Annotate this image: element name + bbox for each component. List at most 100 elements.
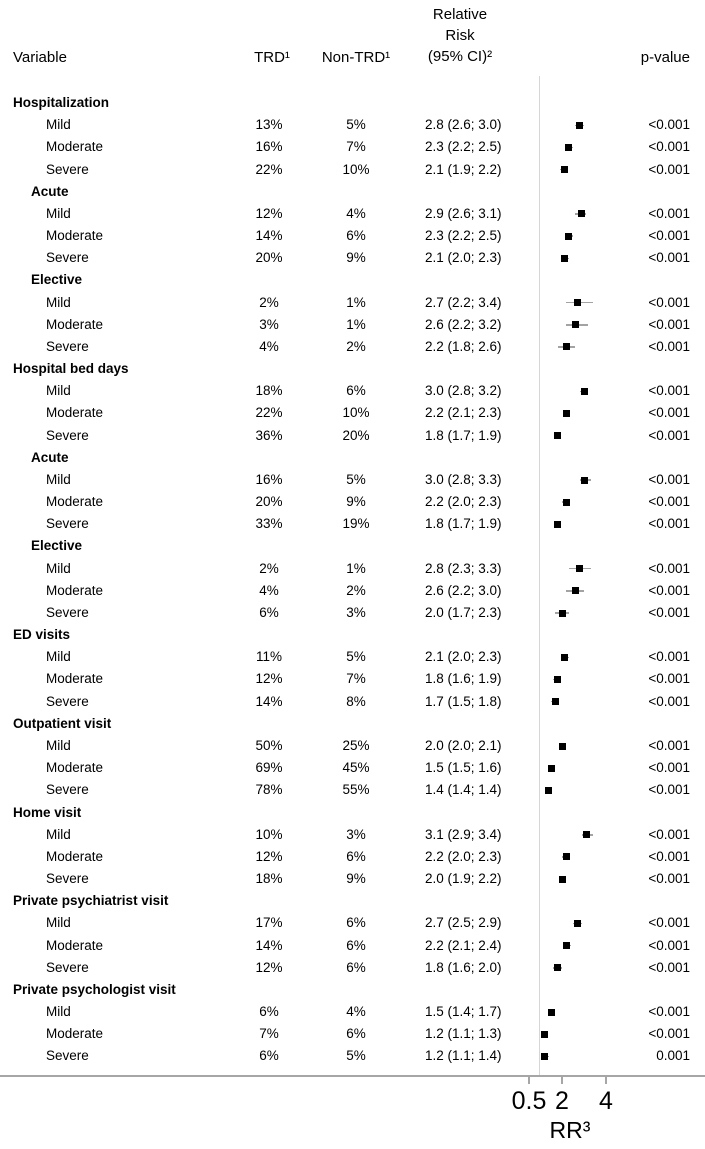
trd-percentage: 50% <box>255 737 283 753</box>
table-row: Mild 10% 3% 3.1 (2.9; 3.4) <0.001 <box>0 824 705 846</box>
row-label: Moderate <box>46 848 104 864</box>
non-trd-percentage: 45% <box>342 760 370 776</box>
row-label: Mild <box>46 471 71 487</box>
table-row: Severe 14% 8% 1.7 (1.5; 1.8) <0.001 <box>0 691 705 713</box>
x-axis-tick-label: 2 <box>555 1087 569 1115</box>
rr-ci-text: 2.1 (2.0; 2.3) <box>425 649 502 665</box>
group-row: Private psychiatrist visit <box>0 890 705 912</box>
p-value: 0.001 <box>656 1048 690 1064</box>
group-row: Home visit <box>0 802 705 824</box>
row-label: Mild <box>46 826 71 842</box>
table-row: Moderate 7% 6% 1.2 (1.1; 1.3) <0.001 <box>0 1023 705 1045</box>
row-label: Mild <box>46 915 71 931</box>
rr-ci-text: 1.4 (1.4; 1.4) <box>425 782 502 798</box>
non-trd-percentage: 9% <box>346 871 366 887</box>
forest-marker <box>573 299 581 307</box>
group-label: Elective <box>31 538 83 554</box>
column-header-relative-risk: Relative Risk (95% CI)² <box>396 4 524 67</box>
row-label: Severe <box>46 338 89 354</box>
rr-ci-text: 2.7 (2.5; 2.9) <box>425 915 502 931</box>
p-value: <0.001 <box>648 117 690 133</box>
non-trd-percentage: 2% <box>346 338 366 354</box>
table-row: Severe 12% 6% 1.8 (1.6; 2.0) <0.001 <box>0 957 705 979</box>
rr-ci-text: 2.3 (2.2; 2.5) <box>425 228 502 244</box>
non-trd-percentage: 19% <box>342 516 370 532</box>
group-label: Elective <box>31 272 83 288</box>
rr-ci-text: 3.1 (2.9; 3.4) <box>425 826 502 842</box>
group-label: Acute <box>31 449 69 465</box>
table-row: Severe 22% 10% 2.1 (1.9; 2.2) <0.001 <box>0 159 705 181</box>
row-label: Severe <box>46 427 89 443</box>
p-value: <0.001 <box>648 1004 690 1020</box>
row-label: Mild <box>46 383 71 399</box>
table-row: Moderate 12% 7% 1.8 (1.6; 1.9) <0.001 <box>0 668 705 690</box>
trd-percentage: 3% <box>259 316 279 332</box>
p-value: <0.001 <box>648 560 690 576</box>
rr-ci-text: 1.2 (1.1; 1.4) <box>425 1048 502 1064</box>
rr-ci-text: 2.1 (1.9; 2.2) <box>425 161 502 177</box>
trd-percentage: 12% <box>255 959 283 975</box>
p-value: <0.001 <box>648 737 690 753</box>
forest-marker <box>560 653 568 661</box>
row-label: Moderate <box>46 139 104 155</box>
forest-marker <box>560 166 568 174</box>
p-value: <0.001 <box>648 228 690 244</box>
p-value: <0.001 <box>648 582 690 598</box>
row-label: Mild <box>46 1004 71 1020</box>
non-trd-percentage: 1% <box>346 316 366 332</box>
row-label: Mild <box>46 294 71 310</box>
row-label: Moderate <box>46 582 104 598</box>
forest-marker <box>562 942 570 950</box>
non-trd-percentage: 3% <box>346 826 366 842</box>
group-row: Elective <box>0 535 705 557</box>
non-trd-percentage: 6% <box>346 848 366 864</box>
table-row: Moderate 16% 7% 2.3 (2.2; 2.5) <0.001 <box>0 136 705 158</box>
rr-ci-text: 1.8 (1.7; 1.9) <box>425 427 502 443</box>
rr-ci-text: 2.2 (2.0; 2.3) <box>425 848 502 864</box>
table-row: Severe 6% 3% 2.0 (1.7; 2.3) <0.001 <box>0 602 705 624</box>
row-label: Severe <box>46 693 89 709</box>
group-label: Hospitalization <box>13 95 110 110</box>
forest-marker <box>562 343 570 351</box>
row-label: Mild <box>46 560 71 576</box>
forest-marker <box>558 609 566 617</box>
rr-ci-text: 2.2 (2.1; 2.3) <box>425 405 502 421</box>
forest-marker <box>578 210 586 218</box>
non-trd-percentage: 20% <box>342 427 370 443</box>
non-trd-percentage: 6% <box>346 228 366 244</box>
trd-percentage: 22% <box>255 405 283 421</box>
rr-ci-text: 1.8 (1.6; 1.9) <box>425 671 502 687</box>
rr-ci-text: 2.1 (2.0; 2.3) <box>425 250 502 266</box>
trd-percentage: 78% <box>255 782 283 798</box>
table-row: Moderate 20% 9% 2.2 (2.0; 2.3) <0.001 <box>0 491 705 513</box>
rr-ci-text: 2.6 (2.2; 3.2) <box>425 316 502 332</box>
p-value: <0.001 <box>648 693 690 709</box>
p-value: <0.001 <box>648 338 690 354</box>
row-label: Moderate <box>46 405 104 421</box>
non-trd-percentage: 6% <box>346 1026 366 1042</box>
table-row: Mild 11% 5% 2.1 (2.0; 2.3) <0.001 <box>0 646 705 668</box>
group-row: Acute <box>0 181 705 203</box>
non-trd-percentage: 10% <box>342 405 370 421</box>
trd-percentage: 17% <box>255 915 283 931</box>
non-trd-percentage: 2% <box>346 582 366 598</box>
rr-ci-text: 2.3 (2.2; 2.5) <box>425 139 502 155</box>
p-value: <0.001 <box>648 848 690 864</box>
row-label: Moderate <box>46 760 104 776</box>
rr-ci-text: 2.0 (1.9; 2.2) <box>425 871 502 887</box>
forest-marker <box>580 387 588 395</box>
forest-marker <box>571 321 579 329</box>
p-value: <0.001 <box>648 316 690 332</box>
group-row: Hospital bed days <box>0 358 705 380</box>
trd-percentage: 18% <box>255 871 283 887</box>
group-row: Acute <box>0 447 705 469</box>
rr-ci-text: 2.6 (2.2; 3.0) <box>425 582 502 598</box>
non-trd-percentage: 1% <box>346 560 366 576</box>
row-label: Moderate <box>46 494 104 510</box>
rr-ci-text: 1.5 (1.4; 1.7) <box>425 1004 502 1020</box>
forest-marker <box>558 875 566 883</box>
trd-percentage: 2% <box>259 294 279 310</box>
rr-ci-text: 1.2 (1.1; 1.3) <box>425 1026 502 1042</box>
x-axis-tick <box>561 1076 563 1084</box>
